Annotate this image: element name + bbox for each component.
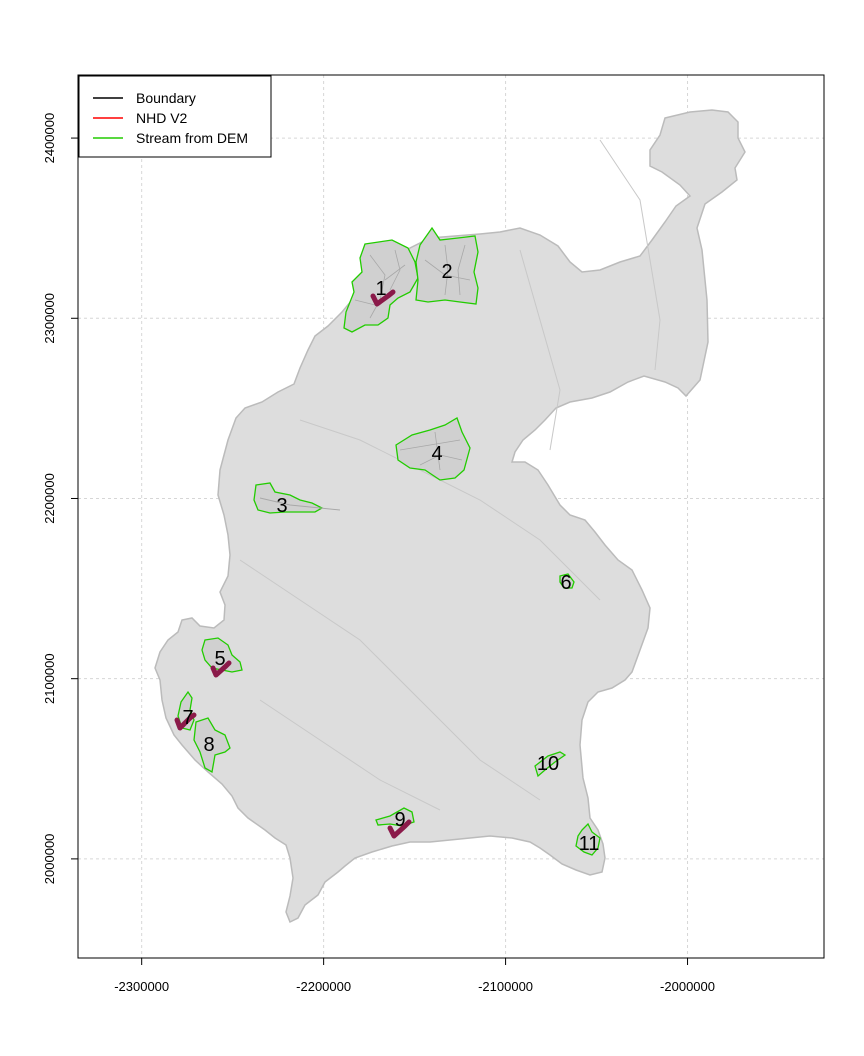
watershed-boundary [154,109,746,924]
subbasin-8[interactable] [193,717,231,774]
internal-stream-network [239,139,661,811]
subbasin-10[interactable] [534,751,567,778]
y-tick-label: 2100000 [42,653,57,704]
y-tick-label: 2000000 [42,834,57,885]
nhd-reach-1 [370,289,396,307]
y-tick-label: 2200000 [42,473,57,524]
subbasin-label-7: 7 [182,707,193,729]
x-tick-label: -2200000 [296,979,351,994]
legend-label-stream: Stream from DEM [136,130,248,146]
subbasin-label-4: 4 [431,443,442,465]
subbasin-1[interactable] [343,239,419,333]
x-tick-label: -2000000 [660,979,715,994]
subbasin-5[interactable] [201,637,243,673]
nhd-reach-9 [387,819,412,839]
subbasin-labels: 1 2 3 4 5 6 7 8 9 10 11 [182,261,599,855]
subbasin-label-11: 11 [579,833,600,855]
y-axis: 2000000 2100000 2200000 2300000 2400000 [42,113,79,885]
subbasin-label-1: 1 [375,278,386,300]
nhd-reach-7 [174,712,197,731]
subbasin-label-10: 10 [537,753,559,775]
subbasin-2[interactable] [415,226,479,305]
x-axis: -2300000 -2200000 -2100000 -2000000 [114,957,715,994]
y-tick-label: 2300000 [42,293,57,344]
subbasin-6[interactable] [559,573,575,589]
subbasin-label-9: 9 [394,809,405,831]
legend-label-nhd: NHD V2 [136,110,188,126]
subbasin-3[interactable] [253,482,341,514]
legend: Boundary NHD V2 Stream from DEM [78,75,272,158]
subbasin-label-8: 8 [203,734,214,756]
subbasin-11[interactable] [575,822,601,856]
x-tick-label: -2300000 [114,979,169,994]
subbasin-label-6: 6 [560,572,571,594]
nhd-reach-5 [210,660,232,678]
subbasin-label-3: 3 [276,495,287,517]
legend-box [78,75,272,158]
subbasin-9[interactable] [375,807,415,827]
legend-label-boundary: Boundary [136,90,196,106]
x-tick-label: -2100000 [478,979,533,994]
subbasin-label-5: 5 [214,648,225,670]
y-tick-label: 2400000 [42,113,57,164]
subbasin-4[interactable] [395,417,471,481]
subbasin-label-2: 2 [441,261,452,283]
nhd-highlight-reaches [174,289,412,839]
